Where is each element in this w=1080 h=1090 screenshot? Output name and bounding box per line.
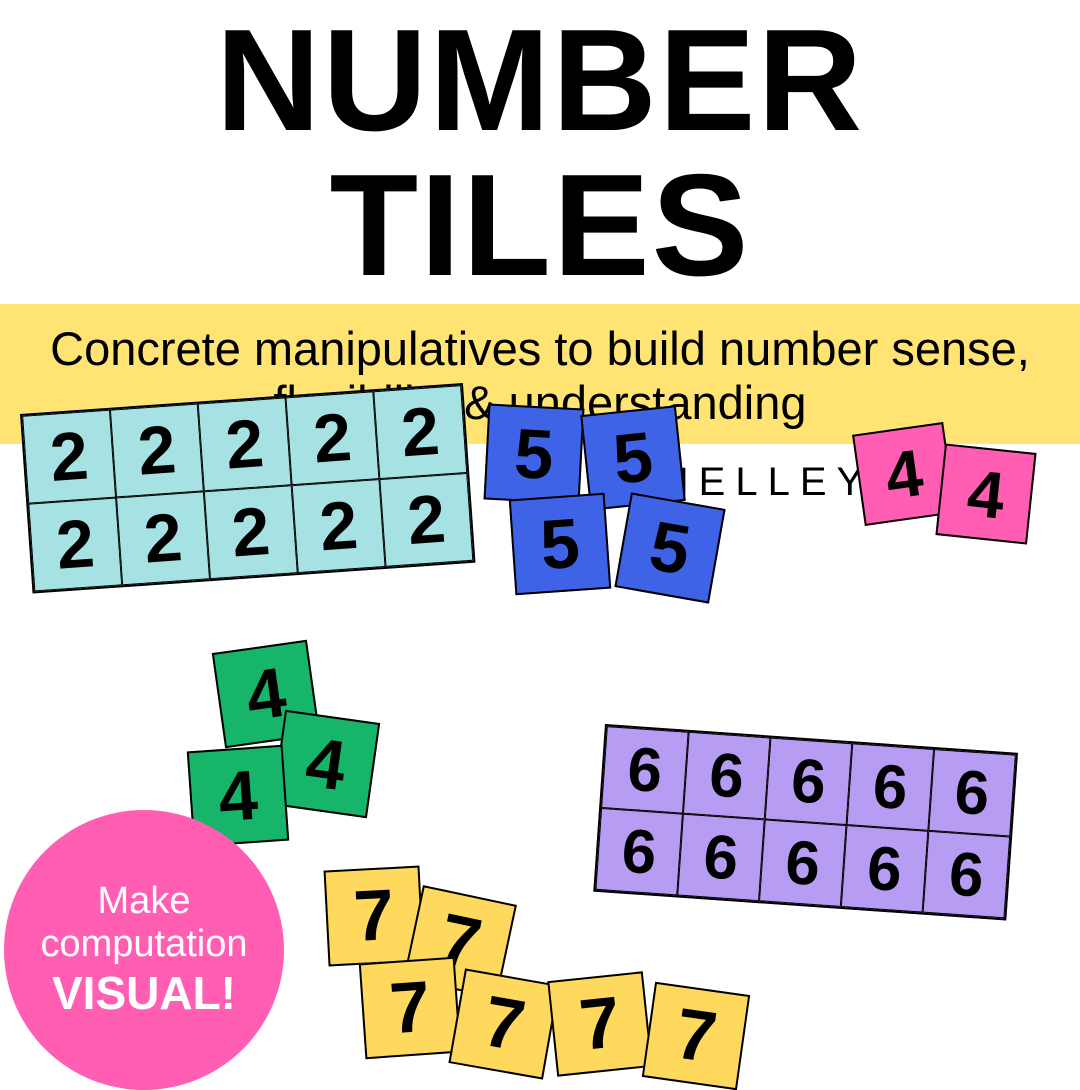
badge-line-2: computation — [40, 923, 247, 966]
callout-badge: Make computation VISUAL! — [4, 810, 284, 1090]
badge-line-1: Make — [98, 880, 191, 923]
loose-tile: 4 — [272, 710, 380, 818]
tile-cell: 2 — [285, 391, 379, 485]
loose-tile: 4 — [935, 443, 1036, 544]
tile-cell: 2 — [198, 397, 292, 491]
tile-canvas: 2222222222 6666666666 5555 44 444 777777… — [0, 0, 1080, 1080]
tile-cell: 2 — [379, 473, 473, 567]
tile-cell: 6 — [595, 808, 683, 896]
tile-cell: 2 — [22, 410, 116, 504]
tile-cell: 6 — [847, 743, 935, 831]
tile-grid-twos: 2222222222 — [20, 383, 475, 594]
loose-tile: 7 — [547, 971, 653, 1077]
tile-cell: 2 — [373, 385, 467, 479]
loose-tile: 7 — [642, 982, 750, 1090]
tile-cell: 6 — [928, 749, 1016, 837]
tile-cell: 6 — [759, 819, 847, 907]
tile-cell: 2 — [110, 404, 204, 498]
loose-tile: 5 — [614, 492, 725, 603]
loose-tile: 5 — [509, 493, 611, 595]
tile-cell: 6 — [683, 732, 771, 820]
tile-cell: 6 — [841, 825, 929, 913]
tile-cell: 2 — [292, 479, 386, 573]
tile-cell: 2 — [204, 485, 298, 579]
tile-grid-sixes: 6666666666 — [593, 724, 1018, 920]
tile-cell: 6 — [923, 831, 1011, 919]
tile-cell: 6 — [765, 738, 853, 826]
tile-cell: 6 — [601, 726, 689, 814]
tile-cell: 2 — [28, 498, 122, 592]
loose-tile: 7 — [359, 957, 461, 1059]
loose-tile: 5 — [484, 404, 585, 505]
badge-line-3: VISUAL! — [52, 966, 236, 1020]
loose-tile: 7 — [448, 968, 559, 1079]
tile-cell: 6 — [677, 814, 765, 902]
tile-cell: 2 — [116, 491, 210, 585]
